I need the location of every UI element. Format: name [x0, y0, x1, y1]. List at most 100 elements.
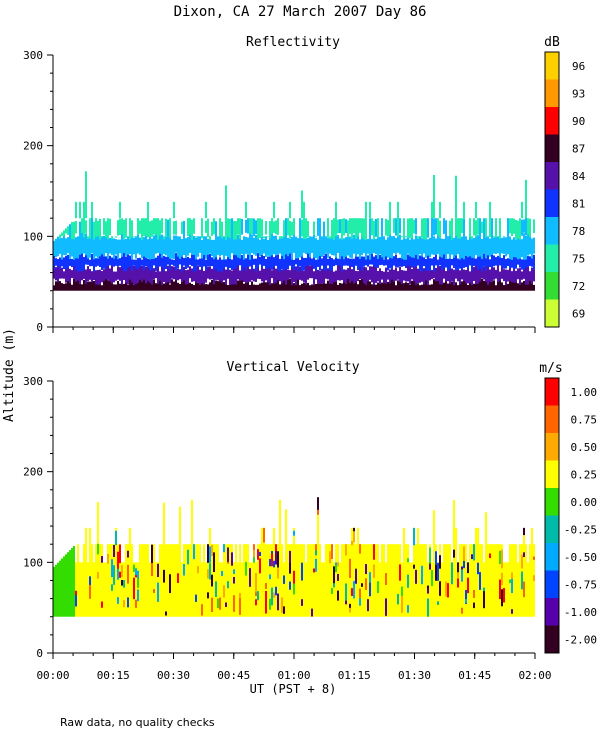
data-cell — [447, 236, 449, 255]
data-cell — [445, 279, 447, 291]
data-cell — [463, 544, 465, 617]
data-cell — [401, 239, 403, 259]
data-cell — [265, 221, 267, 235]
data-cell — [175, 235, 177, 253]
data-cell — [351, 235, 353, 259]
data-cell — [391, 268, 393, 280]
data-cell — [297, 238, 299, 259]
data-cell — [511, 572, 513, 581]
data-cell — [359, 218, 361, 233]
data-cell — [445, 271, 447, 282]
data-cell — [419, 544, 421, 617]
data-cell — [303, 270, 305, 283]
data-cell — [421, 218, 423, 238]
colorbar-tick-label: 1.00 — [571, 386, 598, 399]
data-cell — [189, 258, 191, 265]
data-cell — [77, 265, 79, 281]
data-cell — [241, 562, 243, 617]
reflectivity-unit: dB — [544, 35, 560, 50]
data-cell — [407, 254, 409, 266]
data-cell — [363, 218, 365, 240]
data-cell — [451, 237, 453, 255]
data-cell — [119, 239, 121, 254]
data-cell — [195, 279, 197, 291]
data-cell — [111, 281, 113, 291]
data-cell — [317, 239, 319, 260]
data-cell — [169, 257, 171, 271]
data-cell — [201, 280, 203, 291]
data-cell — [223, 253, 225, 269]
data-cell — [227, 267, 229, 279]
data-cell — [151, 265, 153, 285]
data-cell — [259, 283, 261, 291]
data-cell — [339, 282, 341, 291]
y-tick-label: 300 — [23, 375, 43, 388]
data-cell — [369, 281, 371, 291]
data-cell — [287, 544, 289, 617]
data-cell — [113, 238, 115, 259]
data-cell — [345, 219, 347, 234]
data-cell — [221, 562, 223, 617]
data-cell — [461, 607, 463, 614]
data-cell — [203, 270, 205, 285]
data-cell — [339, 562, 341, 617]
data-cell — [233, 278, 235, 291]
data-cell — [453, 269, 455, 286]
data-cell — [229, 255, 231, 269]
data-cell — [507, 283, 509, 291]
data-cell — [97, 571, 99, 579]
data-cell — [433, 279, 435, 291]
data-cell — [199, 258, 201, 267]
data-cell — [167, 235, 169, 257]
data-cell — [453, 237, 455, 258]
data-cell — [269, 252, 271, 269]
data-cell — [79, 221, 81, 237]
data-cell — [371, 239, 373, 255]
data-cell — [111, 265, 113, 284]
data-cell — [329, 283, 331, 291]
data-cell — [169, 574, 171, 594]
data-cell — [471, 236, 473, 258]
data-cell — [457, 218, 459, 239]
data-cell — [511, 609, 513, 614]
data-cell — [199, 282, 201, 291]
data-cell — [437, 264, 439, 282]
data-cell — [363, 266, 365, 284]
data-cell — [243, 544, 245, 617]
data-cell — [493, 544, 495, 617]
data-cell — [451, 218, 453, 240]
data-cell — [349, 282, 351, 291]
data-cell — [277, 568, 279, 579]
data-cell — [285, 583, 287, 598]
data-cell — [427, 218, 429, 238]
data-cell — [239, 237, 241, 259]
data-cell — [141, 265, 143, 282]
data-cell — [495, 544, 497, 617]
data-cell — [533, 254, 535, 271]
data-cell — [75, 220, 77, 234]
data-cell — [91, 253, 93, 267]
data-cell — [127, 254, 129, 269]
data-cell — [273, 592, 275, 598]
data-cell — [205, 220, 207, 233]
data-cell — [473, 602, 475, 609]
data-cell — [145, 218, 147, 236]
y-tick-label: 100 — [23, 556, 43, 569]
data-cell — [151, 238, 153, 260]
data-cell — [315, 558, 317, 572]
data-cell — [423, 218, 425, 240]
data-cell — [293, 259, 295, 271]
data-cell — [489, 544, 491, 617]
data-cell — [489, 201, 491, 219]
data-cell — [217, 259, 219, 272]
data-cell — [331, 282, 333, 291]
data-cell — [209, 546, 211, 563]
data-cell — [105, 256, 107, 269]
data-cell — [403, 270, 405, 281]
data-cell — [111, 236, 113, 240]
data-cell — [303, 217, 305, 240]
data-cell — [191, 254, 193, 267]
data-cell — [441, 238, 443, 258]
data-cell — [381, 218, 383, 235]
data-cell — [361, 583, 363, 587]
